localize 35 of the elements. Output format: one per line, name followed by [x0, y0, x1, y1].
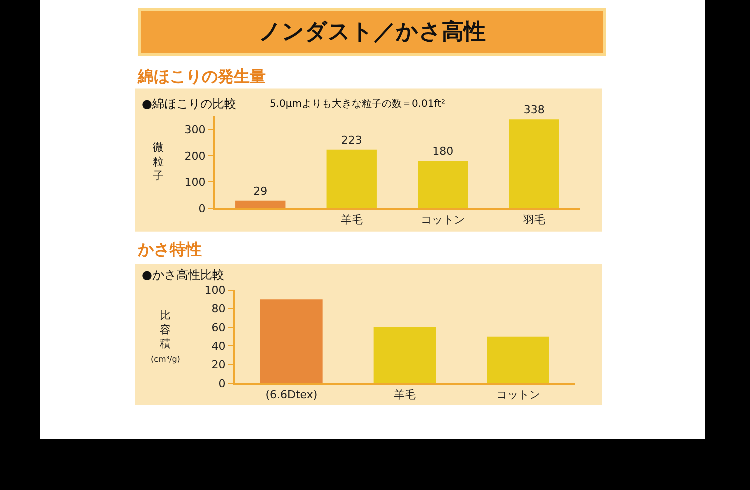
bar — [374, 328, 436, 384]
y-tick-label: 100 — [184, 176, 206, 190]
text: 5.0μmよりも大きな粒子の数＝0.01ft² — [270, 98, 446, 110]
chart-title: かさ特性 — [137, 240, 202, 259]
y-tick-label: 0 — [218, 377, 226, 390]
y-tick-label: 40 — [212, 340, 226, 354]
x-tick-label: コットン — [496, 388, 540, 402]
y-axis-title: 比容積 (cm³/g) — [151, 309, 180, 364]
chart-subtitle: ●綿ほこりの比較 — [142, 97, 236, 111]
y-tick-label: 60 — [212, 321, 226, 334]
y-tick-label: 100 — [204, 284, 226, 298]
chart-title: 綿ほこりの発生量 — [137, 67, 266, 86]
chart-subtitle: ●かさ高性比較 — [142, 268, 224, 282]
data-label: 338 — [524, 104, 545, 117]
y-tick-label: 200 — [184, 150, 206, 163]
x-tick-label: 羽毛 — [523, 214, 546, 227]
y-axis-title: 微粒子 — [153, 141, 164, 183]
x-tick-label: 羊毛 — [340, 214, 363, 227]
y-tick-label: 0 — [198, 202, 206, 216]
y-tick-label: 80 — [212, 302, 226, 316]
bar — [487, 336, 550, 384]
bar — [260, 300, 323, 384]
y-tick-label: 20 — [212, 358, 226, 372]
data-label: 29 — [254, 184, 268, 198]
bar — [418, 161, 468, 208]
data-label: 180 — [432, 145, 454, 158]
x-tick-label: 羊毛 — [394, 388, 416, 402]
bar — [236, 200, 286, 208]
x-tick-label: コットン — [421, 214, 466, 227]
x-tick-label: (6.6Dtex) — [266, 388, 318, 402]
data-label: 223 — [341, 134, 362, 147]
y-tick-label: 300 — [184, 123, 206, 136]
bar — [509, 120, 560, 208]
bar — [326, 150, 377, 208]
text: ノンダスト／かさ高性 — [259, 19, 486, 45]
